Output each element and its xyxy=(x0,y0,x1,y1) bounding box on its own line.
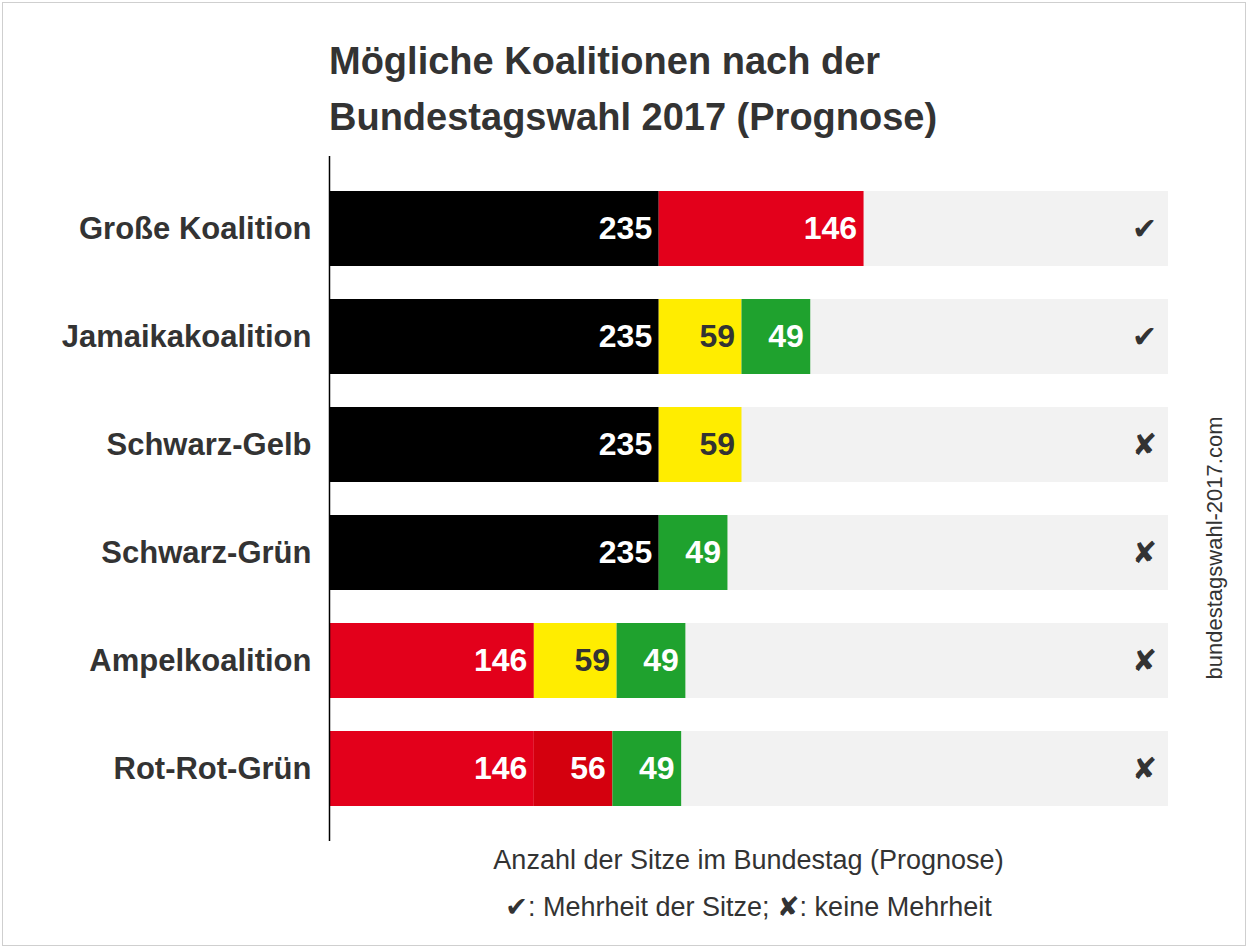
svg-text:235: 235 xyxy=(599,426,652,462)
html-text:Mögliche Koalitionen nach der: Mögliche Koalitionen nach der Bundestags… xyxy=(329,40,938,138)
svg-text:146: 146 xyxy=(474,750,527,786)
svg-text:49: 49 xyxy=(768,318,804,354)
svg-text:235: 235 xyxy=(599,318,652,354)
svg-text:49: 49 xyxy=(685,534,721,570)
svg-text:Ampelkoalition: Ampelkoalition xyxy=(89,643,311,678)
svg-text:235: 235 xyxy=(599,210,652,246)
svg-text:✘: ✘ xyxy=(1132,644,1157,677)
svg-text:59: 59 xyxy=(699,426,735,462)
svg-text:49: 49 xyxy=(643,642,679,678)
svg-text:59: 59 xyxy=(575,642,611,678)
html-text:Anzahl der Sitze im Bundestag: Anzahl der Sitze im Bundestag (Prognose) xyxy=(493,845,1004,875)
svg-text:Rot-Rot-Grün: Rot-Rot-Grün xyxy=(114,751,312,786)
svg-text:✔: ✔ xyxy=(1132,320,1157,353)
svg-text:Große Koalition: Große Koalition xyxy=(79,211,312,246)
html-text:bundestagswahl-2017.com: bundestagswahl-2017.com xyxy=(1202,416,1227,680)
svg-text:Schwarz-Gelb: Schwarz-Gelb xyxy=(107,427,312,462)
svg-text:59: 59 xyxy=(699,318,735,354)
svg-text:56: 56 xyxy=(570,750,606,786)
svg-text:✘: ✘ xyxy=(1132,752,1157,785)
svg-text:49: 49 xyxy=(639,750,675,786)
svg-text:✘: ✘ xyxy=(1132,536,1157,569)
html-text:✔: Mehrheit der Sitze; ✘: kein: ✔: Mehrheit der Sitze; ✘: keine Mehrheit xyxy=(505,892,992,922)
svg-text:✔: ✔ xyxy=(1132,212,1157,245)
svg-text:✘: ✘ xyxy=(1132,428,1157,461)
svg-text:Jamaikakoalition: Jamaikakoalition xyxy=(62,319,312,354)
svg-text:Schwarz-Grün: Schwarz-Grün xyxy=(101,535,311,570)
svg-text:146: 146 xyxy=(474,642,527,678)
svg-text:146: 146 xyxy=(804,210,857,246)
svg-text:235: 235 xyxy=(599,534,652,570)
